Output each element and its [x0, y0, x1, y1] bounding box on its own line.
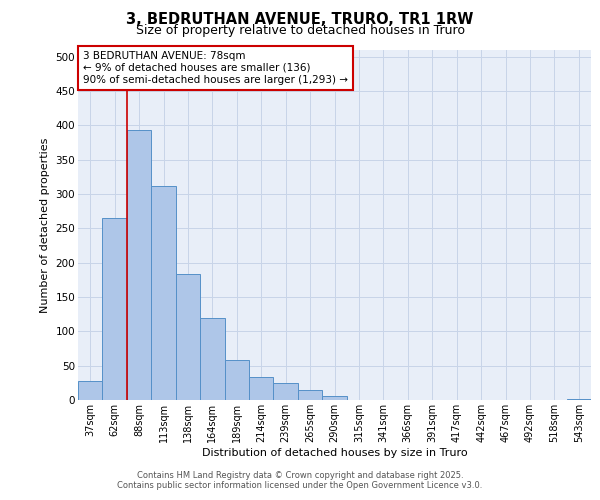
- Text: 3 BEDRUTHAN AVENUE: 78sqm
← 9% of detached houses are smaller (136)
90% of semi-: 3 BEDRUTHAN AVENUE: 78sqm ← 9% of detach…: [83, 52, 348, 84]
- Text: Size of property relative to detached houses in Truro: Size of property relative to detached ho…: [136, 24, 464, 37]
- Bar: [322, 396, 347, 400]
- Bar: [249, 376, 274, 400]
- Bar: [274, 383, 298, 400]
- Y-axis label: Number of detached properties: Number of detached properties: [40, 138, 50, 312]
- Bar: [78, 381, 103, 400]
- Bar: [224, 360, 249, 400]
- Bar: [566, 398, 591, 400]
- Bar: [151, 186, 176, 400]
- X-axis label: Distribution of detached houses by size in Truro: Distribution of detached houses by size …: [202, 448, 467, 458]
- Bar: [200, 318, 224, 400]
- Bar: [103, 218, 127, 400]
- Bar: [176, 274, 200, 400]
- Bar: [127, 130, 151, 400]
- Bar: [298, 390, 322, 400]
- Text: 3, BEDRUTHAN AVENUE, TRURO, TR1 1RW: 3, BEDRUTHAN AVENUE, TRURO, TR1 1RW: [127, 12, 473, 28]
- Text: Contains HM Land Registry data © Crown copyright and database right 2025.
Contai: Contains HM Land Registry data © Crown c…: [118, 470, 482, 490]
